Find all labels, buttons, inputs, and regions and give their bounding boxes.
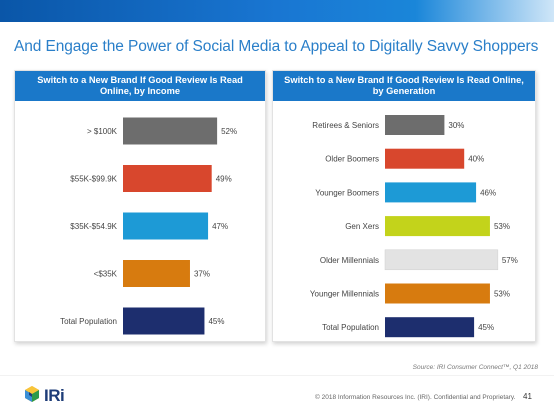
generation-bar-chart: Retirees & Seniors 30% Older Boomers 40% You… (310, 115, 518, 338)
income-bar (123, 117, 218, 145)
footer-divider (0, 375, 554, 376)
generation-value-label: 46% (480, 188, 496, 197)
income-value-label: 45% (208, 317, 224, 326)
income-chart-title: Switch to a New Brand If Good Review Is … (15, 71, 265, 101)
income-category-label: $55K-$99.9K (70, 175, 117, 184)
generation-bar (385, 317, 475, 338)
iri-logo-icon (25, 386, 39, 402)
generation-value-label: 53% (494, 290, 510, 299)
generation-category-label: Retirees & Seniors (312, 121, 379, 130)
income-bar (123, 260, 190, 287)
generation-value-label: 40% (468, 155, 484, 164)
generation-bar (385, 216, 490, 237)
income-chart-panel: Switch to a New Brand If Good Review Is … (14, 70, 266, 342)
generation-bar (385, 115, 445, 135)
generation-value-label: 53% (494, 222, 510, 231)
income-value-label: 47% (212, 222, 228, 231)
generation-value-label: 30% (448, 121, 464, 130)
generation-value-label: 45% (478, 323, 494, 332)
generation-category-label: Younger Millennials (310, 290, 379, 299)
copyright-notice: © 2018 Information Resources Inc. (IRI).… (315, 394, 516, 401)
generation-bar (385, 182, 477, 203)
income-value-label: 49% (216, 175, 232, 184)
income-bar (123, 212, 209, 240)
source-note: Source: IRI Consumer Connect™, Q1 2018 (412, 364, 538, 371)
generation-category-label: Gen Xers (345, 222, 379, 231)
generation-bar (385, 148, 465, 169)
generation-chart-panel: Switch to a New Brand If Good Review Is … (272, 70, 536, 342)
generation-category-label: Younger Boomers (315, 188, 379, 197)
income-value-label: 37% (194, 270, 210, 279)
income-value-label: 52% (221, 127, 237, 136)
income-category-label: $35K-$54.9K (70, 222, 117, 231)
income-bar (123, 307, 205, 335)
income-category-label: > $100K (87, 127, 118, 136)
top-banner (0, 0, 554, 22)
generation-category-label: Total Population (322, 323, 379, 332)
income-category-label: <$35K (94, 270, 118, 279)
logo-wordmark: IRi (44, 386, 65, 405)
income-category-label: Total Population (60, 317, 117, 326)
generation-value-label: 57% (502, 256, 518, 265)
income-bar (123, 165, 212, 192)
generation-category-label: Older Boomers (325, 155, 379, 164)
generation-chart-title: Switch to a New Brand If Good Review Is … (273, 71, 535, 101)
generation-bar (384, 249, 499, 271)
income-bar-chart: > $100K 52% $55K-$99.9K 49% $35K-$54.9K 47% <$… (60, 117, 237, 335)
page-number: 41 (523, 392, 532, 401)
generation-category-label: Older Millennials (320, 256, 379, 265)
page-title: And Engage the Power of Social Media to … (14, 38, 539, 55)
generation-bar (385, 283, 490, 304)
